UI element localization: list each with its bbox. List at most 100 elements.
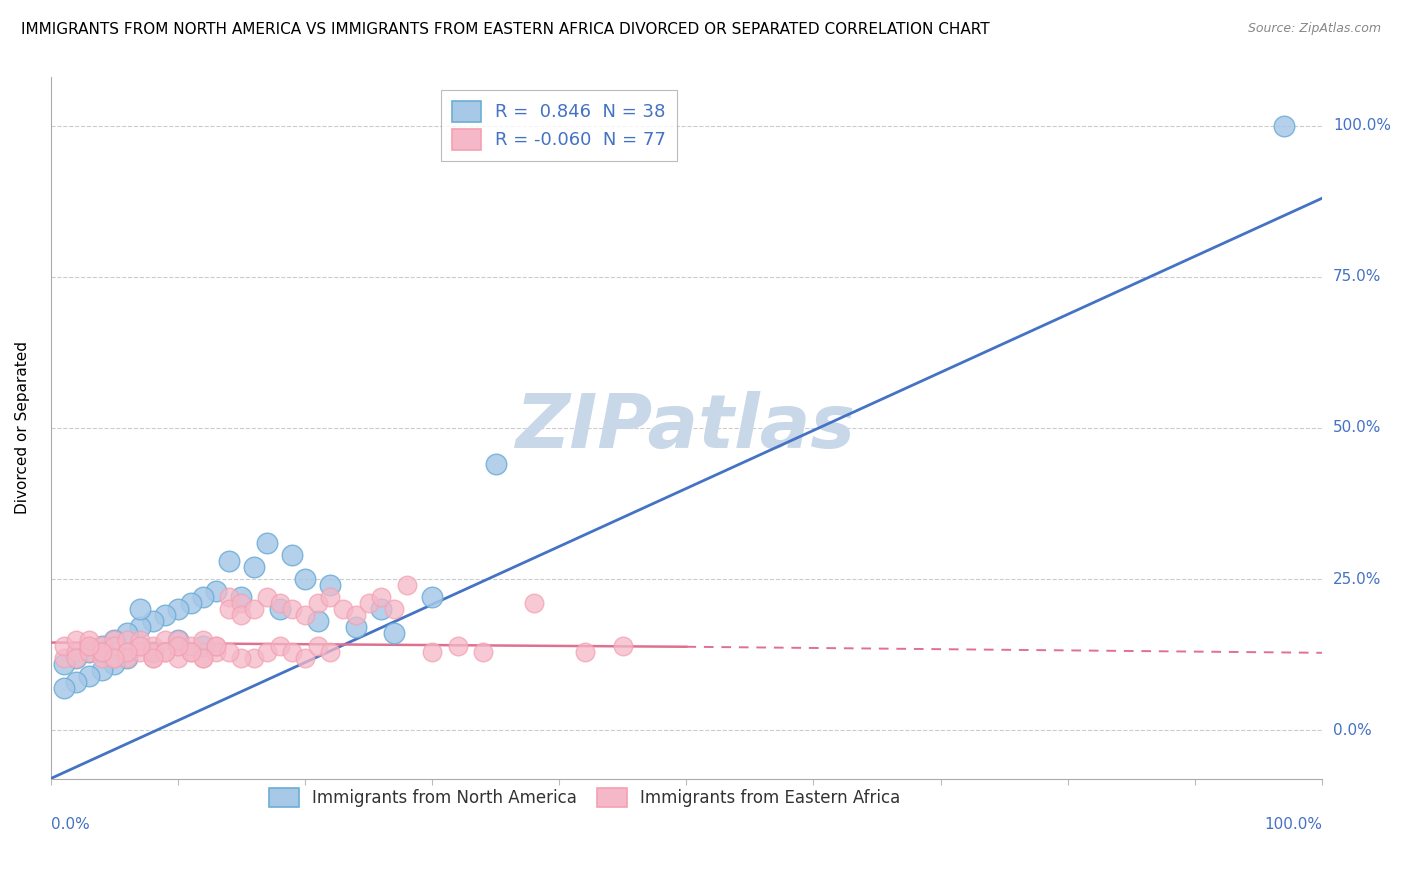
Text: ZIPatlas: ZIPatlas bbox=[516, 392, 856, 465]
Point bbox=[294, 608, 316, 623]
Point bbox=[269, 602, 291, 616]
Point bbox=[128, 602, 150, 616]
Point bbox=[65, 650, 87, 665]
Point bbox=[167, 639, 190, 653]
Point bbox=[167, 650, 190, 665]
Text: IMMIGRANTS FROM NORTH AMERICA VS IMMIGRANTS FROM EASTERN AFRICA DIVORCED OR SEPA: IMMIGRANTS FROM NORTH AMERICA VS IMMIGRA… bbox=[21, 22, 990, 37]
Point bbox=[193, 650, 215, 665]
Point bbox=[231, 596, 253, 610]
Point bbox=[115, 644, 138, 658]
Point bbox=[231, 591, 253, 605]
Point bbox=[395, 578, 418, 592]
Point bbox=[218, 591, 240, 605]
Point bbox=[193, 639, 215, 653]
Point bbox=[205, 639, 228, 653]
Point bbox=[269, 639, 291, 653]
Point bbox=[77, 669, 100, 683]
Point bbox=[294, 572, 316, 586]
Point bbox=[269, 596, 291, 610]
Point bbox=[420, 644, 443, 658]
Point bbox=[141, 639, 163, 653]
Point bbox=[243, 560, 266, 574]
Point bbox=[77, 639, 100, 653]
Point bbox=[420, 591, 443, 605]
Text: Source: ZipAtlas.com: Source: ZipAtlas.com bbox=[1247, 22, 1381, 36]
Point bbox=[485, 457, 508, 471]
Point bbox=[256, 591, 278, 605]
Point bbox=[167, 632, 190, 647]
Point bbox=[103, 650, 125, 665]
Point bbox=[77, 639, 100, 653]
Point bbox=[103, 632, 125, 647]
Point bbox=[472, 644, 495, 658]
Text: 0.0%: 0.0% bbox=[1333, 723, 1372, 738]
Point bbox=[128, 644, 150, 658]
Point bbox=[180, 644, 202, 658]
Point bbox=[77, 644, 100, 658]
Point bbox=[52, 657, 75, 671]
Text: 25.0%: 25.0% bbox=[1333, 572, 1381, 587]
Point bbox=[115, 632, 138, 647]
Point bbox=[218, 644, 240, 658]
Point bbox=[256, 644, 278, 658]
Point bbox=[193, 632, 215, 647]
Point bbox=[446, 639, 468, 653]
Point bbox=[523, 596, 546, 610]
Point bbox=[52, 681, 75, 695]
Point bbox=[141, 644, 163, 658]
Point bbox=[77, 644, 100, 658]
Point bbox=[141, 644, 163, 658]
Point bbox=[574, 644, 596, 658]
Point bbox=[243, 650, 266, 665]
Point bbox=[307, 615, 329, 629]
Point bbox=[281, 602, 304, 616]
Point bbox=[103, 632, 125, 647]
Text: 0.0%: 0.0% bbox=[51, 817, 90, 832]
Point bbox=[344, 620, 367, 634]
Point bbox=[65, 644, 87, 658]
Point bbox=[141, 650, 163, 665]
Point bbox=[205, 584, 228, 599]
Point bbox=[128, 632, 150, 647]
Point bbox=[52, 639, 75, 653]
Point bbox=[319, 578, 342, 592]
Point bbox=[180, 596, 202, 610]
Point bbox=[115, 650, 138, 665]
Point bbox=[307, 596, 329, 610]
Point bbox=[90, 663, 112, 677]
Point bbox=[90, 650, 112, 665]
Text: 75.0%: 75.0% bbox=[1333, 269, 1381, 285]
Point bbox=[155, 644, 177, 658]
Point bbox=[218, 602, 240, 616]
Text: 100.0%: 100.0% bbox=[1333, 119, 1391, 133]
Point bbox=[167, 639, 190, 653]
Point bbox=[128, 620, 150, 634]
Text: 50.0%: 50.0% bbox=[1333, 420, 1381, 435]
Point bbox=[52, 650, 75, 665]
Point bbox=[243, 602, 266, 616]
Point bbox=[141, 615, 163, 629]
Point bbox=[382, 626, 405, 640]
Point bbox=[180, 644, 202, 658]
Point bbox=[90, 644, 112, 658]
Point bbox=[319, 591, 342, 605]
Point bbox=[103, 639, 125, 653]
Point bbox=[115, 650, 138, 665]
Point bbox=[193, 591, 215, 605]
Point bbox=[128, 639, 150, 653]
Point bbox=[155, 644, 177, 658]
Point bbox=[205, 644, 228, 658]
Point bbox=[382, 602, 405, 616]
Point bbox=[281, 644, 304, 658]
Legend: Immigrants from North America, Immigrants from Eastern Africa: Immigrants from North America, Immigrant… bbox=[260, 780, 908, 816]
Point bbox=[65, 632, 87, 647]
Point bbox=[231, 608, 253, 623]
Point bbox=[167, 602, 190, 616]
Point bbox=[128, 639, 150, 653]
Point bbox=[231, 650, 253, 665]
Point bbox=[90, 639, 112, 653]
Point bbox=[193, 650, 215, 665]
Point bbox=[357, 596, 380, 610]
Point bbox=[103, 650, 125, 665]
Point bbox=[155, 632, 177, 647]
